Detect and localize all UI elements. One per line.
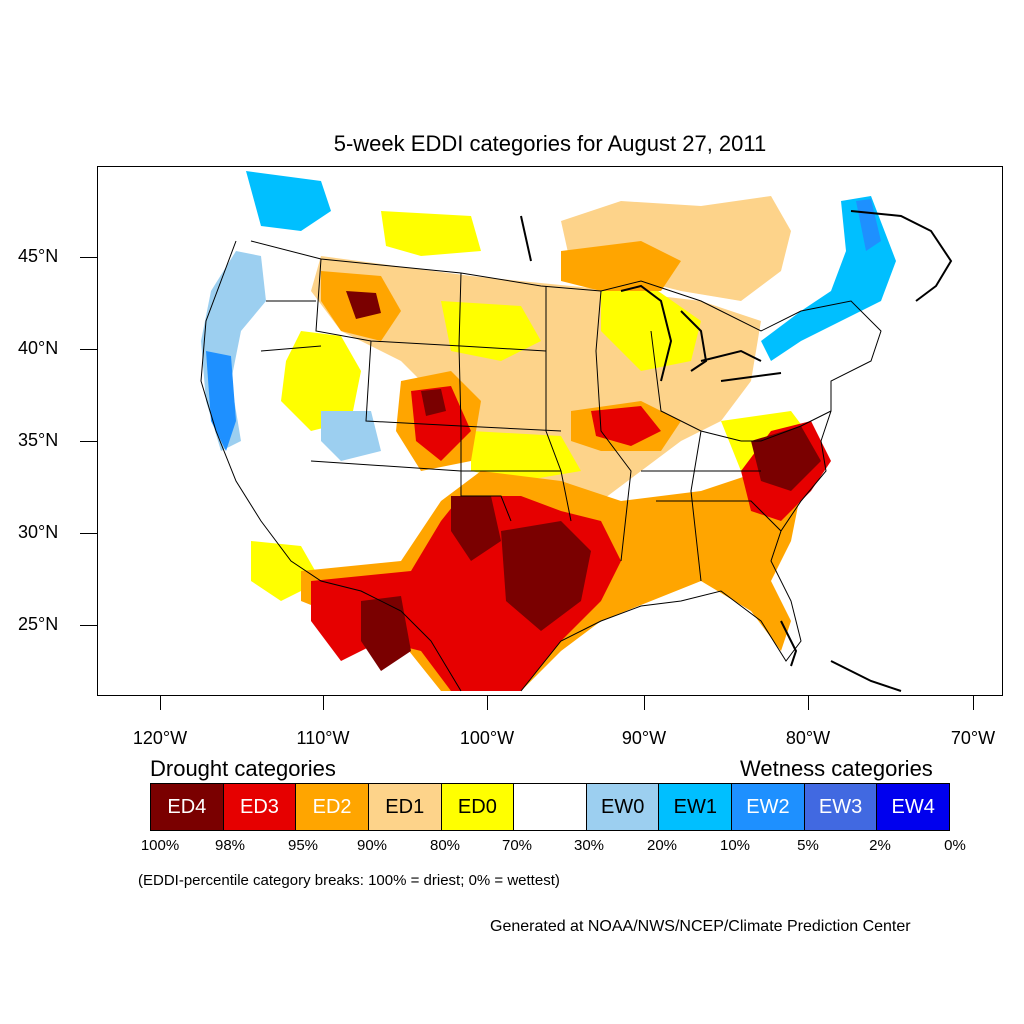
drought-heading: Drought categories: [150, 756, 336, 781]
lat-label-25: 25°N: [18, 614, 59, 634]
map-title: 5-week EDDI categories for August 27, 20…: [333, 131, 767, 156]
region-ew0-sw: [321, 411, 381, 461]
pct-label: 90%: [356, 837, 388, 854]
pct-label: 5%: [797, 837, 819, 854]
legend-ed3: ED3: [223, 784, 297, 830]
region-ed4-va: [751, 426, 821, 491]
lat-label-30: 30°N: [18, 522, 59, 542]
lon-label-100: 100°W: [459, 728, 515, 748]
state-borders: [200, 240, 882, 692]
region-ew-northeast: [761, 196, 896, 361]
region-ed0-d: [601, 281, 701, 371]
legend-ew4: EW4: [877, 784, 950, 830]
lon-tick: [160, 696, 161, 710]
region-ed4-co: [421, 389, 446, 416]
lat-tick: [80, 625, 97, 626]
category-note: (EDDI-percentile category breaks: 100% =…: [138, 872, 560, 889]
region-ew1-wa: [246, 171, 331, 231]
lat-label-45: 45°N: [18, 246, 59, 266]
lon-tick: [487, 696, 488, 710]
map-graphic: [200, 171, 953, 692]
lon-tick: [323, 696, 324, 710]
lat-tick: [80, 533, 97, 534]
lon-label-90: 90°W: [621, 728, 667, 748]
credit-line: Generated at NOAA/NWS/NCEP/Climate Predi…: [490, 918, 911, 935]
region-ed4-panhandle: [451, 496, 501, 561]
region-ed4-mt: [346, 291, 381, 319]
legend-ed0: ED0: [441, 784, 515, 830]
pct-label: 0%: [944, 837, 966, 854]
lat-tick: [80, 257, 97, 258]
legend-ew0: EW0: [586, 784, 660, 830]
lat-tick: [80, 349, 97, 350]
legend-ed1: ED1: [368, 784, 442, 830]
pct-label: 20%: [646, 837, 678, 854]
region-ew1-ca: [206, 351, 236, 451]
lat-tick: [80, 441, 97, 442]
legend-ew2: EW2: [732, 784, 805, 830]
region-ed4-texas: [501, 521, 591, 631]
category-legend: ED4 ED3 ED2 ED1 ED0 EW0 EW1 EW2 EW3 EW4: [150, 783, 950, 831]
region-ed0-c: [381, 211, 481, 256]
wetness-heading: Wetness categories: [740, 756, 933, 781]
legend-ew1: EW1: [659, 784, 733, 830]
coastlines: [520, 210, 953, 692]
pct-label: 100%: [140, 837, 180, 854]
region-ed3-midwest: [591, 406, 661, 446]
pct-label: 95%: [287, 837, 319, 854]
pct-label: 70%: [501, 837, 533, 854]
legend-ed4: ED4: [151, 784, 224, 830]
pct-label: 98%: [214, 837, 246, 854]
pct-label: 30%: [573, 837, 605, 854]
pct-label: 2%: [869, 837, 891, 854]
pct-label: 10%: [719, 837, 751, 854]
legend-normal: [514, 784, 587, 830]
lat-label-40: 40°N: [18, 338, 59, 358]
region-ed2-north: [561, 241, 681, 291]
lat-label-35: 35°N: [18, 430, 59, 450]
legend-ew3: EW3: [804, 784, 878, 830]
legend-ed2: ED2: [296, 784, 369, 830]
lon-tick: [808, 696, 809, 710]
eddi-map: [97, 166, 1003, 696]
lon-tick: [973, 696, 974, 710]
lon-label-120: 120°W: [132, 728, 188, 748]
lon-tick: [644, 696, 645, 710]
region-ed0-e: [471, 431, 581, 481]
lon-label-70: 70°W: [950, 728, 996, 748]
lon-label-110: 110°W: [296, 728, 350, 748]
region-ed0-a: [281, 331, 361, 431]
pct-label: 80%: [429, 837, 461, 854]
lon-label-80: 80°W: [785, 728, 831, 748]
region-ed4-mex: [361, 596, 411, 671]
